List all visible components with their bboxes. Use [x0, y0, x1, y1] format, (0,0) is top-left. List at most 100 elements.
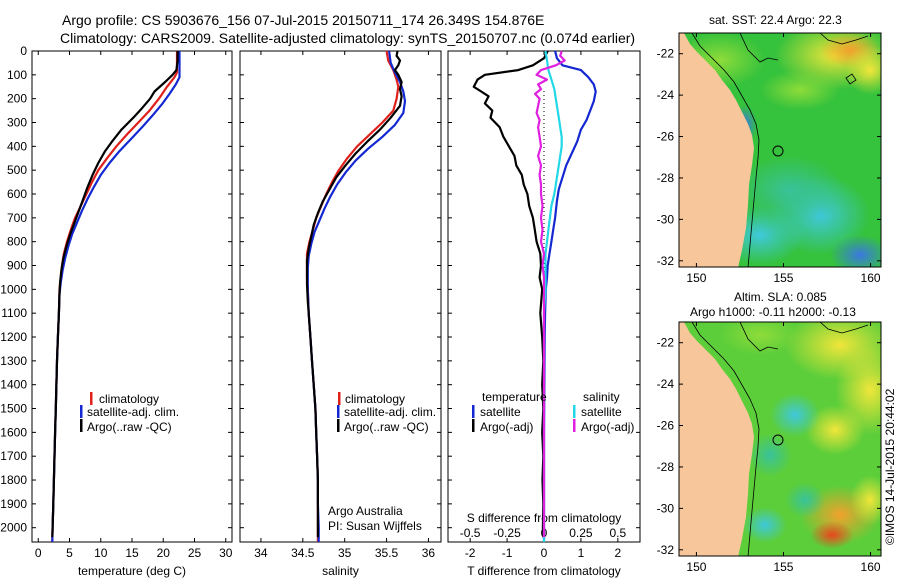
header-line-1: Argo profile: CS 5903676_156 07-Jul-2015… — [62, 12, 544, 28]
depth-tick-label: 1200 — [0, 330, 27, 344]
depth-tick-label: 2000 — [0, 521, 27, 535]
x-tick-label: 5 — [66, 546, 73, 560]
depth-tick-label: 700 — [7, 211, 27, 225]
legend-climatology-swatch — [90, 392, 93, 405]
map-lat-label: -26 — [657, 419, 675, 433]
legend-climatology-label: climatology — [345, 392, 405, 406]
sst-reef-contour — [819, 33, 869, 45]
series-line-argo-raw-qc- — [305, 50, 403, 538]
x-tick-label: 35 — [338, 546, 352, 560]
depth-tick-label: 1100 — [1, 306, 27, 320]
legend-climatology-swatch — [338, 392, 341, 405]
legend-temperature-heading: temperature — [482, 390, 547, 404]
legend-salinity-heading: salinity — [583, 390, 620, 404]
sla-high-patch — [810, 521, 854, 549]
legend-sal-argo-swatch — [573, 419, 576, 432]
legend-temp-satellite-swatch — [472, 405, 475, 418]
map-lon-label: 155 — [773, 560, 793, 574]
map-lat-label: -22 — [657, 47, 675, 61]
depth-tick-label: 100 — [7, 68, 27, 82]
legend-satellite-swatch — [337, 405, 340, 418]
plot-frame — [31, 50, 233, 543]
map-lat-label: -32 — [657, 543, 675, 557]
map-lon-label: 160 — [861, 271, 881, 285]
sst-map-axes: 150 155 160 -22 -24 -26 -28 -30 -32 — [657, 33, 881, 285]
legend-satellite-swatch — [80, 405, 83, 418]
legend-temp-satellite-label: satellite — [480, 405, 521, 419]
legend-temp-argo-swatch — [472, 419, 475, 432]
annotation-pi-name: PI: Susan Wijffels — [328, 519, 422, 533]
map-lat-label: -30 — [657, 212, 675, 226]
s-tick-label: 0.5 — [610, 526, 627, 540]
depth-tick-label: 600 — [7, 187, 27, 201]
x-axis-label: T difference from climatology — [467, 564, 621, 578]
depth-tick-label: 1300 — [0, 354, 27, 368]
x-tick-label: 10 — [94, 546, 108, 560]
header-line-2: Climatology: CARS2009. Satellite-adjuste… — [60, 30, 635, 46]
sst-map — [679, 33, 881, 267]
legend-sal-argo-label: Argo(-adj) — [581, 420, 634, 434]
legend-satellite-label: satellite-adj. clim. — [87, 405, 179, 419]
map-lat-label: -24 — [657, 377, 675, 391]
map-lat-label: -22 — [657, 336, 675, 350]
sla-low-patch — [743, 507, 787, 543]
sst-land — [679, 33, 754, 267]
map-lat-label: -32 — [657, 254, 675, 268]
x-tick-label: -2 — [465, 546, 476, 560]
sla-land — [679, 322, 754, 556]
depth-tick-label: 200 — [7, 92, 27, 106]
map-lat-label: -26 — [657, 130, 675, 144]
salinity-legend: climatology satellite-adj. clim. Argo(..… — [328, 392, 436, 533]
depth-tick-label: 400 — [7, 139, 27, 153]
depth-tick-label: 1600 — [0, 425, 27, 439]
sla-high-patch — [850, 475, 881, 525]
map-lon-label: 155 — [773, 271, 793, 285]
series-line-salinity-satellite — [542, 50, 563, 542]
x-tick-label: 0 — [35, 546, 42, 560]
x-tick-label: 2 — [615, 546, 622, 560]
depth-tick-label: 900 — [7, 259, 27, 273]
s-tick-label: -0.5 — [460, 526, 481, 540]
depth-tick-label: 1800 — [0, 473, 27, 487]
sla-map-title-2: Argo h1000: -0.11 h2000: -0.13 — [690, 305, 856, 319]
series-line-salinity-argo-adj- — [534, 50, 566, 538]
legend-sal-satellite-label: satellite — [581, 405, 622, 419]
plot-frame — [239, 50, 442, 543]
legend-argo-label: Argo(..raw -QC) — [344, 420, 429, 434]
legend-argo-swatch — [337, 419, 340, 432]
x-tick-label: 30 — [219, 546, 233, 560]
sla-low-patch — [770, 393, 820, 437]
x-tick-label: 15 — [125, 546, 139, 560]
depth-tick-label: 500 — [7, 163, 27, 177]
legend-temp-argo-label: Argo(-adj) — [480, 420, 533, 434]
x-tick-label: 0 — [541, 546, 548, 560]
x-tick-label: 25 — [188, 546, 202, 560]
temperature-legend: climatology satellite-adj. clim. Argo(..… — [80, 392, 179, 434]
sst-reef-contour — [845, 73, 857, 85]
depth-tick-label: 300 — [7, 116, 27, 130]
argo-float-marker — [772, 434, 784, 446]
sla-low-patch — [785, 482, 825, 518]
sla-low-patch — [748, 433, 792, 477]
x-tick-label: 34 — [254, 546, 268, 560]
map-lat-label: -28 — [657, 460, 675, 474]
map-lat-label: -24 — [657, 88, 675, 102]
depth-tick-label: 1000 — [0, 282, 27, 296]
sla-shelf-contour — [691, 322, 760, 556]
sla-map-title-1: Altim. SLA: 0.085 — [734, 290, 827, 304]
sla-high-patch — [805, 405, 865, 455]
difference-legend: temperature satellite Argo(-adj) salinit… — [472, 390, 634, 434]
depth-tick-label: 0 — [20, 44, 27, 58]
s-tick-label: -0.25 — [493, 526, 521, 540]
legend-climatology-label: climatology — [99, 392, 159, 406]
x-tick-label: 34.5 — [291, 546, 315, 560]
salinity-panel: 34 34.5 35 35.5 36 salinity — [239, 50, 442, 578]
sla-reef-contour — [819, 322, 869, 334]
x-tick-label: 20 — [157, 546, 171, 560]
argo-float-marker — [772, 145, 784, 157]
map-lon-label: 150 — [686, 560, 706, 574]
sla-map — [679, 322, 881, 556]
map-lat-label: -28 — [657, 171, 675, 185]
